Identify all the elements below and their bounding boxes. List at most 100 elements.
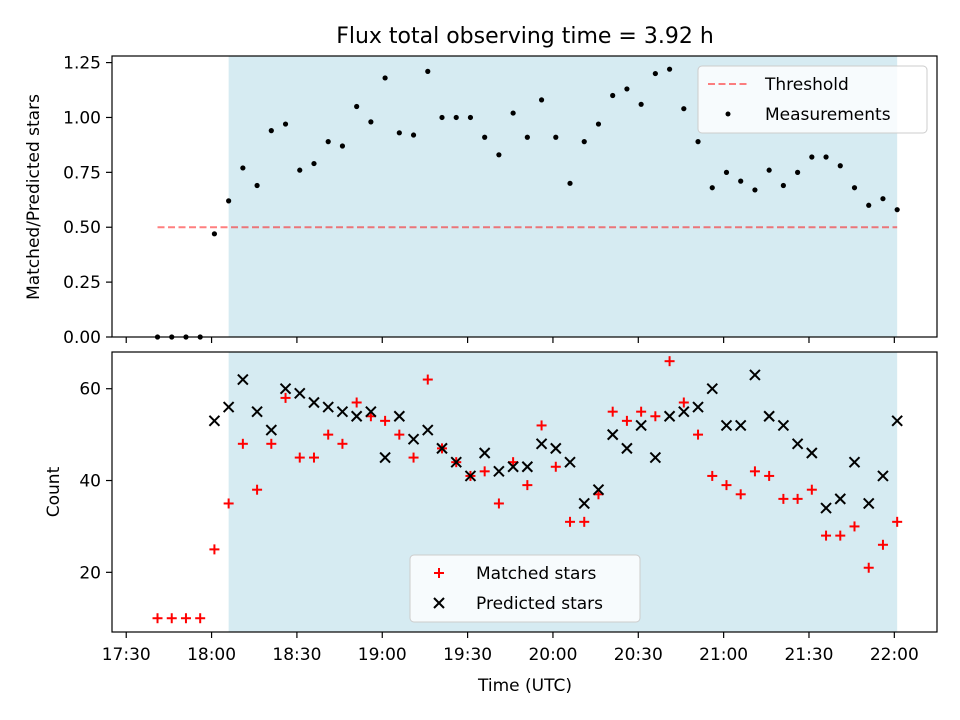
matched-star-point (337, 438, 348, 449)
predicted-star-stroke (521, 461, 534, 473)
predicted-star-point (848, 456, 861, 468)
measurement-point (382, 75, 388, 81)
predicted-star-point (265, 424, 278, 436)
chart-title: Flux total observing time = 3.92 h (336, 24, 714, 49)
measurement-point (254, 182, 260, 189)
matched-star-point (721, 480, 732, 491)
predicted-star-point (336, 405, 349, 418)
x-tick-label: 21:00 (699, 645, 748, 665)
measurement-point (325, 139, 331, 145)
top-y-tick-label: 1.25 (63, 54, 101, 74)
predicted-star-stroke (706, 383, 718, 395)
predicted-star-stroke (294, 387, 306, 400)
predicted-star-stroke (393, 410, 406, 422)
predicted-star-stroke (692, 401, 704, 413)
predicted-star-point (550, 442, 562, 455)
legend-threshold-label: Threshold (764, 75, 849, 95)
predicted-star-stroke (806, 447, 818, 459)
measurement-point (837, 163, 843, 169)
measurement-point (894, 207, 900, 213)
x-tick-label: 18:30 (272, 645, 321, 665)
measurement-point (723, 169, 730, 175)
predicted-star-stroke (208, 415, 221, 427)
measurement-point (396, 130, 402, 136)
top-legend: Threshold Measurements (697, 65, 928, 134)
predicted-star-stroke (308, 396, 320, 409)
matched-star-point (209, 544, 220, 555)
predicted-star-stroke (550, 442, 562, 455)
measurement-point (624, 86, 630, 92)
matched-star-point (394, 429, 405, 440)
measurement-point (866, 202, 872, 208)
measurement-point (666, 66, 673, 72)
predicted-star-stroke (834, 493, 846, 505)
measurement-point (652, 70, 658, 77)
predicted-star-point (763, 410, 775, 422)
matched-stars-points (152, 356, 903, 624)
predicted-star-point (806, 447, 818, 459)
predicted-star-stroke (507, 461, 519, 473)
predicted-star-point (678, 405, 690, 418)
matched-star-point (636, 406, 647, 417)
measurement-point (567, 180, 573, 186)
measurement-point (795, 169, 801, 175)
x-tick-label: 20:00 (528, 645, 577, 665)
predicted-star-point (237, 373, 249, 386)
predicted-star-stroke (535, 438, 548, 450)
measurement-point (709, 185, 715, 191)
predicted-star-stroke (379, 451, 391, 464)
matched-star-point (778, 493, 789, 504)
predicted-star-stroke (663, 410, 676, 422)
predicted-star-point (208, 415, 221, 427)
predicted-star-stroke (365, 405, 377, 418)
predicted-star-stroke (564, 456, 576, 468)
x-tick-label: 22:00 (870, 645, 919, 665)
legend-predicted-label: Predicted stars (476, 594, 603, 614)
matched-star-point (422, 374, 433, 385)
measurement-point (681, 106, 687, 112)
matched-star-point (749, 466, 760, 477)
matched-star-point (892, 516, 903, 527)
matched-star-point (237, 438, 248, 449)
measurement-point (595, 121, 602, 127)
predicted-star-point (649, 451, 662, 464)
predicted-star-point (507, 461, 519, 473)
predicted-star-point (635, 419, 647, 432)
predicted-star-point (450, 456, 462, 468)
bottom-x-axis: 17:30 18:00 18:30 19:00 19:30 20:00 20:30 21:00… (102, 632, 919, 665)
predicted-star-stroke (891, 415, 903, 427)
matched-star-point (308, 452, 319, 463)
measurement-point (439, 114, 445, 121)
predicted-star-stroke (848, 456, 861, 468)
predicted-star-stroke (777, 419, 790, 432)
bottom-y-axis-label: Count (44, 466, 64, 517)
bottom-axes-frame (111, 351, 938, 633)
matched-star-point (180, 613, 191, 624)
predicted-star-point (294, 387, 306, 400)
predicted-star-stroke (222, 401, 235, 413)
x-tick-label: 19:30 (443, 645, 492, 665)
predicted-star-stroke (322, 401, 334, 413)
x-tick-label: 18:00 (187, 645, 236, 665)
predicted-star-stroke (592, 483, 605, 496)
matched-star-point (479, 466, 490, 477)
matched-star-point (536, 420, 547, 431)
predicted-star-point (891, 415, 903, 427)
matched-star-point (764, 470, 775, 481)
predicted-star-point (365, 405, 377, 418)
matched-star-point (223, 498, 234, 509)
predicted-star-point (222, 401, 235, 413)
predicted-star-stroke (407, 433, 420, 445)
predicted-star-point (720, 419, 733, 432)
predicted-star-stroke (251, 405, 263, 418)
predicted-star-point (863, 497, 875, 510)
predicted-star-stroke (450, 456, 462, 468)
matched-star-point (835, 530, 846, 541)
matched-star-point (735, 489, 746, 500)
predicted-star-point (777, 419, 790, 432)
measurement-point (226, 198, 232, 204)
predicted-star-point (663, 410, 676, 422)
measurement-point (453, 114, 459, 121)
matched-star-point (821, 530, 832, 541)
predicted-star-stroke (606, 428, 619, 441)
